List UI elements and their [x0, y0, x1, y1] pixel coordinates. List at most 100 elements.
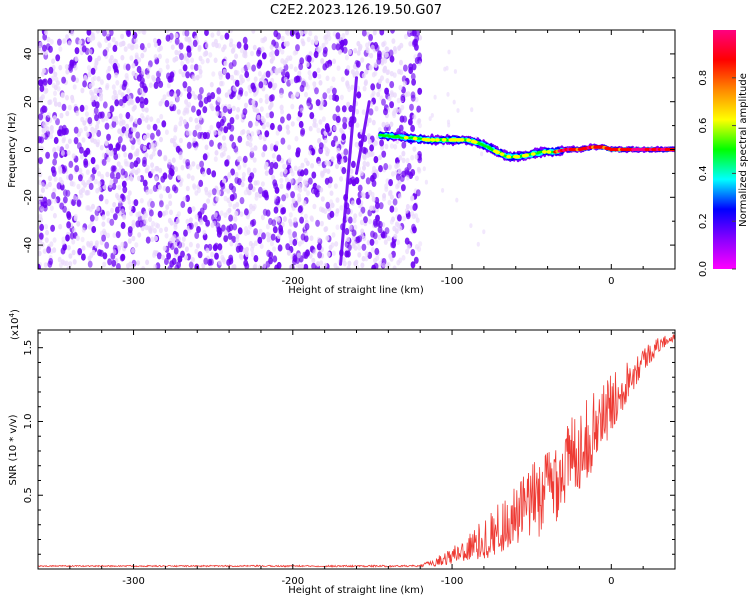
noise-point	[188, 116, 193, 123]
noise-point	[192, 39, 198, 48]
noise-point	[56, 86, 61, 92]
noise-point	[412, 146, 417, 152]
noise-point	[279, 183, 284, 189]
noise-point	[335, 197, 340, 203]
noise-point	[248, 120, 253, 128]
noise-point	[410, 73, 416, 81]
noise-point	[372, 218, 378, 226]
noise-point	[196, 226, 201, 234]
noise-point	[48, 175, 53, 182]
noise-point	[80, 236, 85, 243]
noise-point	[290, 93, 295, 100]
noise-point	[364, 69, 369, 75]
noise-point	[86, 30, 92, 36]
noise-point	[300, 38, 305, 44]
noise-point	[254, 191, 259, 198]
noise-point	[253, 180, 258, 186]
noise-point	[101, 152, 106, 159]
noise-point	[212, 244, 218, 252]
noise-point	[232, 223, 238, 231]
noise-point	[102, 30, 107, 37]
noise-point	[142, 179, 148, 187]
noise-point	[269, 240, 274, 247]
noise-point	[116, 141, 122, 149]
noise-point	[452, 99, 456, 105]
noise-point	[381, 121, 386, 128]
snr-x-tick-label: -100	[441, 576, 464, 587]
noise-point	[214, 150, 219, 156]
noise-point	[113, 152, 119, 161]
noise-point	[229, 134, 235, 142]
noise-point	[253, 228, 258, 236]
noise-point	[219, 152, 224, 158]
noise-point	[195, 243, 200, 249]
noise-point	[346, 101, 351, 108]
noise-point	[55, 118, 60, 126]
noise-point	[232, 264, 237, 269]
noise-point	[210, 92, 216, 100]
snr-y-tick-label: 0.5	[23, 487, 34, 503]
noise-point	[57, 38, 62, 46]
noise-point	[152, 227, 157, 234]
noise-point	[201, 171, 206, 177]
signal-track-core	[542, 150, 547, 154]
noise-point	[256, 129, 261, 135]
noise-point	[335, 163, 339, 170]
noise-point	[38, 213, 43, 220]
noise-point	[109, 105, 115, 113]
noise-point	[317, 160, 322, 167]
noise-point	[123, 46, 128, 52]
noise-point	[322, 50, 328, 58]
noise-point	[469, 223, 473, 229]
noise-point	[155, 129, 161, 137]
noise-point	[59, 202, 65, 210]
noise-point	[176, 218, 180, 224]
noise-point	[69, 180, 74, 187]
noise-point	[377, 234, 382, 241]
noise-point	[104, 241, 110, 249]
noise-point	[378, 220, 383, 229]
noise-point	[177, 174, 182, 181]
noise-point	[102, 49, 108, 57]
noise-point	[229, 240, 234, 247]
noise-point	[77, 248, 83, 256]
noise-point	[101, 234, 106, 242]
noise-point	[324, 159, 329, 166]
noise-point	[199, 160, 205, 168]
noise-point	[99, 249, 104, 257]
noise-point	[276, 261, 282, 269]
noise-point	[387, 164, 392, 170]
noise-point	[136, 65, 142, 74]
noise-point	[180, 200, 186, 209]
noise-point	[227, 232, 233, 240]
noise-point	[332, 125, 337, 132]
noise-point	[271, 153, 276, 159]
noise-point	[235, 237, 240, 243]
noise-point	[252, 44, 257, 51]
colorbar-tick-label: 0.2	[698, 213, 709, 229]
signal-streak	[355, 100, 371, 175]
noise-point	[50, 224, 55, 232]
noise-point	[199, 87, 204, 95]
noise-point	[188, 222, 194, 230]
noise-point	[323, 208, 328, 214]
noise-point	[125, 111, 131, 120]
noise-point	[130, 144, 135, 151]
noise-point	[104, 198, 109, 205]
noise-point	[102, 101, 108, 109]
noise-point	[204, 186, 209, 193]
noise-point	[38, 200, 41, 207]
noise-point	[251, 103, 256, 110]
noise-point	[254, 120, 259, 127]
noise-point	[336, 153, 342, 161]
spectrogram-x-ticks: -300 -200 -100 0	[37, 30, 676, 287]
noise-point	[65, 189, 71, 197]
noise-point	[190, 57, 195, 63]
noise-point	[52, 247, 57, 253]
spectrogram-x-tick-label: -200	[281, 276, 304, 287]
signal-track-core	[506, 154, 512, 159]
noise-point	[264, 93, 269, 100]
noise-point	[355, 70, 359, 76]
noise-point	[318, 206, 323, 212]
spectrogram-x-tick-label: 0	[608, 276, 614, 287]
